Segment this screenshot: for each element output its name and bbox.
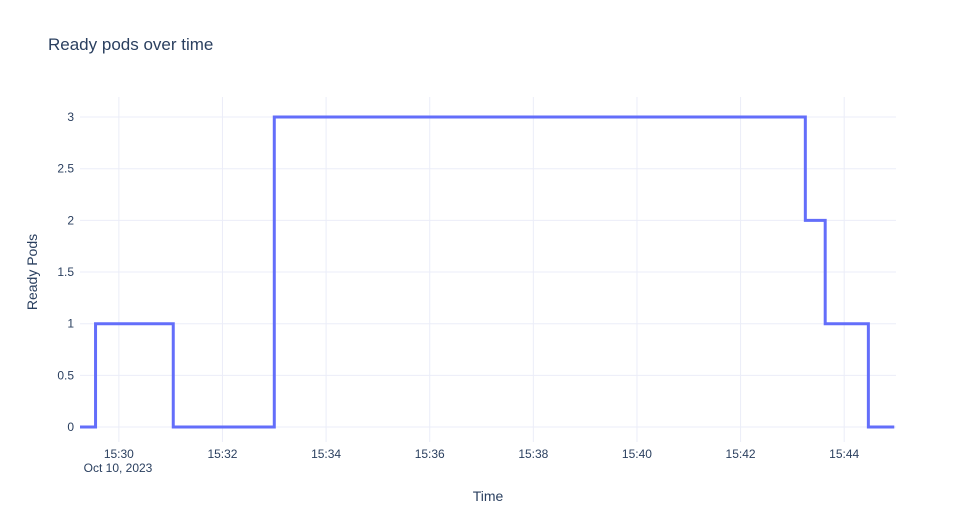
chart-title: Ready pods over time bbox=[48, 35, 214, 54]
tick-labels: 0 0.5 1 1.5 2 2.5 3 15:30 15:32 15:34 15:36 15:38 15… bbox=[57, 110, 859, 461]
y-tick-label: 3 bbox=[67, 110, 74, 124]
x-tick-label: 15:30 bbox=[104, 447, 134, 461]
x-tick-label: 15:38 bbox=[518, 447, 548, 461]
y-tick-label: 1 bbox=[67, 317, 74, 331]
x-axis-date-label: Oct 10, 2023 bbox=[84, 461, 153, 475]
x-tick-label: 15:32 bbox=[207, 447, 237, 461]
x-tick-label: 15:44 bbox=[829, 447, 859, 461]
trace-group bbox=[80, 115, 895, 429]
y-axis-title: Ready Pods bbox=[24, 234, 40, 310]
y-tick-label: 0 bbox=[67, 420, 74, 434]
x-axis-title: Time bbox=[473, 488, 504, 504]
x-tick-label: 15:40 bbox=[622, 447, 652, 461]
x-tick-label: 15:34 bbox=[311, 447, 341, 461]
y-tick-label: 2.5 bbox=[57, 162, 74, 176]
y-tick-label: 2 bbox=[67, 213, 74, 227]
x-tick-label: 15:42 bbox=[726, 447, 756, 461]
series-line bbox=[80, 115, 895, 429]
y-tick-label: 1.5 bbox=[57, 265, 74, 279]
x-tick-label: 15:36 bbox=[415, 447, 445, 461]
gridlines bbox=[80, 97, 896, 442]
y-tick-label: 0.5 bbox=[57, 368, 74, 382]
